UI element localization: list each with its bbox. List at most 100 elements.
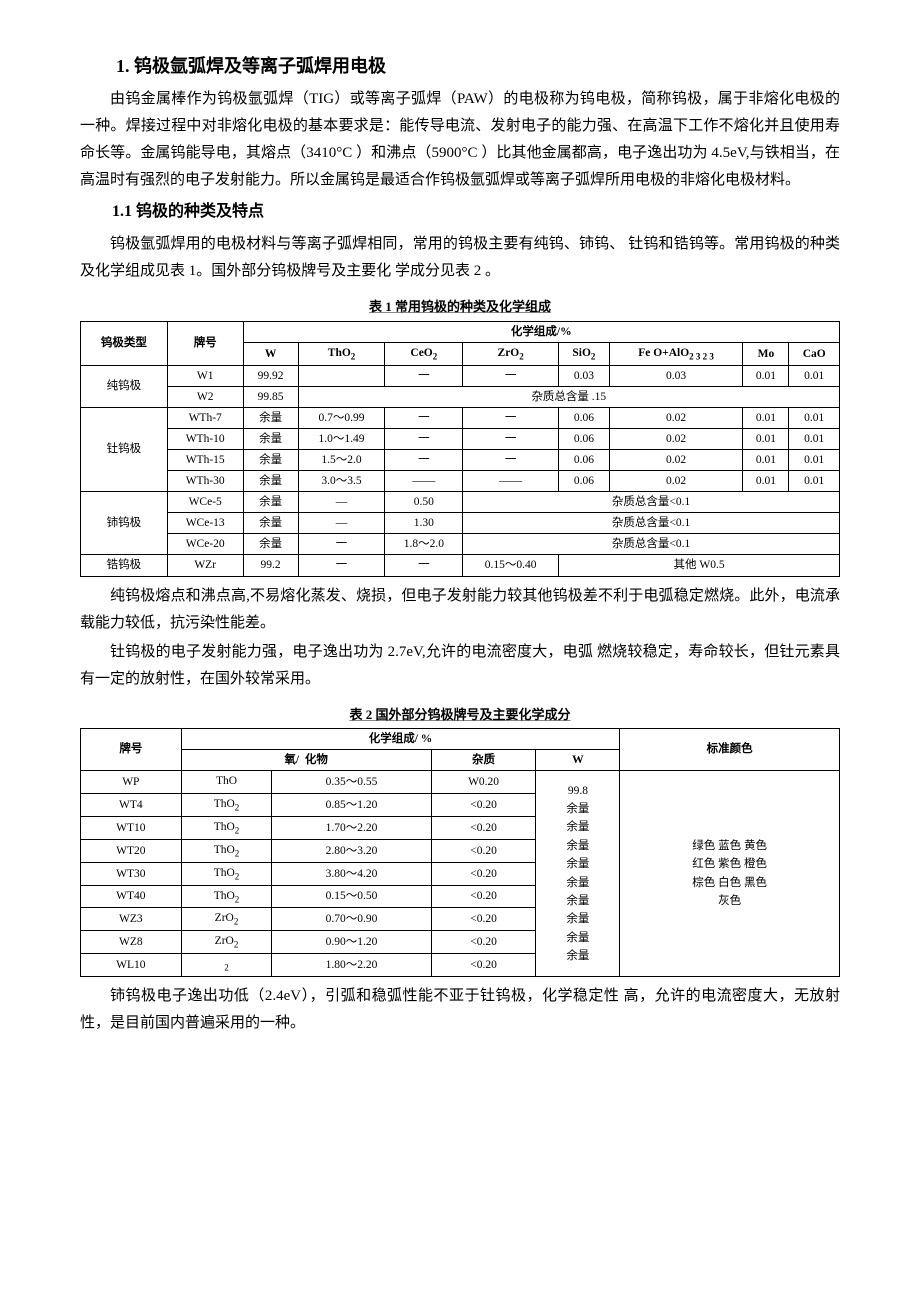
table-cell: <0.20 [431, 816, 536, 839]
table-cell: 一 [463, 428, 559, 449]
table-cell: 余量 [243, 449, 298, 470]
table-header: SiO2 [559, 342, 610, 365]
table-cell: WCe-5 [167, 492, 243, 513]
table-cell: 杂质总含量 .15 [298, 386, 839, 407]
table-cell: 0.06 [559, 449, 610, 470]
table-cell: 0.01 [743, 449, 789, 470]
table-header: Fe O+AlO2 3 2 3 [609, 342, 743, 365]
table-cell: 0.01 [743, 365, 789, 386]
table-cell: 一 [463, 407, 559, 428]
table-cell: W1 [167, 365, 243, 386]
table-cell: W2 [167, 386, 243, 407]
table-cell: 1.0～1.49 [298, 428, 385, 449]
table-cell: 99.85 [243, 386, 298, 407]
table-cell: 1.70～2.20 [272, 816, 431, 839]
table-header: ThO2 [298, 342, 385, 365]
table-cell: 1.30 [385, 513, 463, 534]
table-cell: 0.03 [609, 365, 743, 386]
table-header: W [243, 342, 298, 365]
table-cell: 3.80～4.20 [272, 862, 431, 885]
table-cell: 余量 [243, 428, 298, 449]
table-1: 钨极类型 牌号 化学组成/%WThO2CeO2ZrO2SiO2Fe O+AlO2… [80, 321, 840, 577]
table-header: 牌号 [167, 321, 243, 365]
table-cell: 铈钨极 [81, 492, 168, 555]
table-cell: 0.02 [609, 407, 743, 428]
table-cell: WTh-15 [167, 449, 243, 470]
table-cell: —— [463, 471, 559, 492]
table-header: CaO [789, 342, 840, 365]
table-cell: WL10 [81, 954, 182, 977]
table-cell: 0.06 [559, 471, 610, 492]
table-cell: WZ8 [81, 931, 182, 954]
table-cell: <0.20 [431, 931, 536, 954]
table-cell: 其他 W0.5 [559, 555, 840, 576]
table-cell: 一 [385, 365, 463, 386]
table-cell: ZrO2 [181, 908, 272, 931]
table-cell: 0.02 [609, 428, 743, 449]
table-cell: 一 [298, 534, 385, 555]
table-cell: WT20 [81, 839, 182, 862]
heading-1: 1. 钨极氩弧焊及等离子弧焊用电极 [80, 50, 840, 82]
paragraph-2: 钨极氩弧焊用的电极材料与等离子弧焊相同，常用的钨极主要有纯钨、铈钨、 钍钨和锆钨… [80, 231, 840, 285]
table-cell: 一 [385, 407, 463, 428]
table-cell: 0.02 [609, 471, 743, 492]
table-cell: 0.15～0.50 [272, 885, 431, 908]
table-cell: 钍钨极 [81, 407, 168, 491]
table-cell: 余量 [243, 492, 298, 513]
table-2: 牌号 化学组成/ % 标准颜色氧/ 化物 杂质 WWPThO0.35～0.55W… [80, 728, 840, 977]
table-cell: ThO2 [181, 885, 272, 908]
paragraph-4: 钍钨极的电子发射能力强，电子逸出功为 2.7eV,允许的电流密度大，电弧 燃烧较… [80, 639, 840, 693]
table-cell: 99.8余量余量余量余量余量余量余量余量余量 [536, 771, 620, 977]
table-cell: <0.20 [431, 839, 536, 862]
table-cell: 一 [298, 555, 385, 576]
table-cell: 一 [463, 365, 559, 386]
table-cell: 99.92 [243, 365, 298, 386]
table-cell: 一 [385, 428, 463, 449]
table-cell: 0.15～0.40 [463, 555, 559, 576]
paragraph-5: 铈钨极电子逸出功低（2.4eV），引弧和稳弧性能不亚于钍钨极，化学稳定性 高，允… [80, 983, 840, 1037]
table-cell: ThO [181, 771, 272, 794]
table-cell [298, 365, 385, 386]
table-cell: 纯钨极 [81, 365, 168, 407]
table-cell: 0.01 [743, 428, 789, 449]
table-header: ZrO2 [463, 342, 559, 365]
table-cell: 杂质总含量<0.1 [463, 534, 840, 555]
table-cell: ZrO2 [181, 931, 272, 954]
table-cell: 0.01 [743, 471, 789, 492]
table-cell: WT4 [81, 793, 182, 816]
table-cell: —— [385, 471, 463, 492]
table-cell: ThO2 [181, 816, 272, 839]
table-cell: <0.20 [431, 862, 536, 885]
table-cell: 0.01 [743, 407, 789, 428]
table-cell: 3.0～3.5 [298, 471, 385, 492]
table-cell: ThO2 [181, 793, 272, 816]
table-cell: — [298, 492, 385, 513]
table-2-caption: 表 2 国外部分钨极牌号及主要化学成分 [80, 703, 840, 726]
table-cell: 2 [181, 954, 272, 977]
table-header: CeO2 [385, 342, 463, 365]
table-cell: 99.2 [243, 555, 298, 576]
table-header: 化学组成/ % [181, 728, 620, 749]
table-cell: 杂质总含量<0.1 [463, 492, 840, 513]
table-cell: 余量 [243, 534, 298, 555]
table-cell: 0.03 [559, 365, 610, 386]
heading-1-1: 1.1 钨极的种类及特点 [80, 198, 840, 227]
table-cell: 0.90～1.20 [272, 931, 431, 954]
table-cell: 1.80～2.20 [272, 954, 431, 977]
table-cell: WT30 [81, 862, 182, 885]
table-cell: 一 [463, 449, 559, 470]
table-cell: 一 [385, 449, 463, 470]
table-cell: 余量 [243, 513, 298, 534]
table-cell: 0.70～0.90 [272, 908, 431, 931]
table-cell: 0.01 [789, 449, 840, 470]
table-cell: 0.06 [559, 428, 610, 449]
table-header: Mo [743, 342, 789, 365]
table-cell: WTh-10 [167, 428, 243, 449]
table-cell: 一 [385, 555, 463, 576]
table-cell: WCe-20 [167, 534, 243, 555]
table-cell: 杂质总含量<0.1 [463, 513, 840, 534]
table-header: 氧/ 化物 [181, 749, 431, 770]
table-cell: 绿色 蓝色 黄色红色 紫色 橙色棕色 白色 黑色灰色 [620, 771, 840, 977]
table-cell: 0.06 [559, 407, 610, 428]
table-cell: 0.7～0.99 [298, 407, 385, 428]
